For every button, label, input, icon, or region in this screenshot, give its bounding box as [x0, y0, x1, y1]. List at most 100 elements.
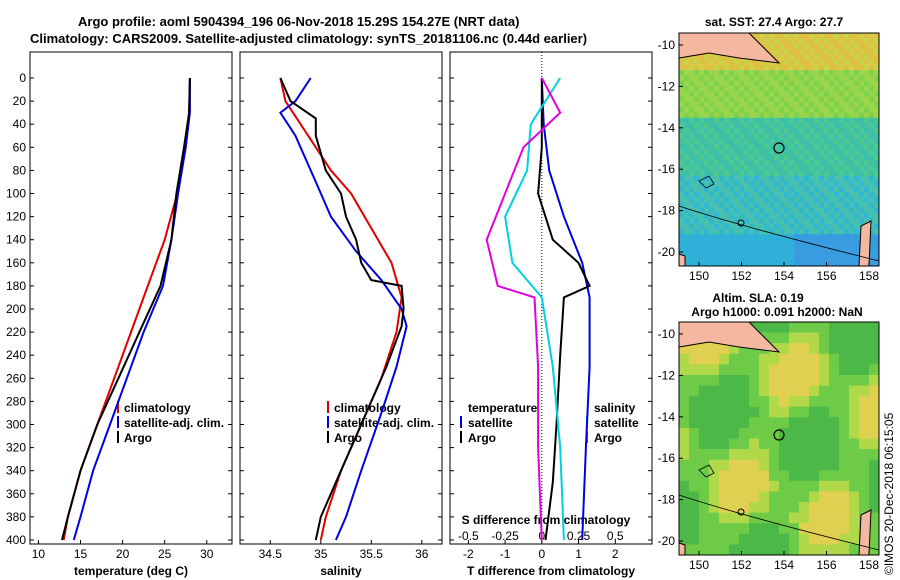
- map-cell: [854, 223, 860, 230]
- map-cell: [839, 64, 845, 71]
- map-cell: [714, 101, 720, 108]
- map-cell: [819, 123, 825, 129]
- map-cell: [799, 255, 805, 262]
- map-cell: [839, 165, 845, 171]
- map-cell: [864, 191, 870, 198]
- map-cell: [769, 80, 775, 87]
- map-cell: [829, 491, 840, 503]
- map-cell: [694, 123, 700, 129]
- map-cell: [839, 144, 845, 150]
- map-cell: [799, 80, 805, 87]
- map-cell: [849, 170, 855, 177]
- map-cell: [734, 149, 740, 156]
- map-cell: [689, 154, 695, 161]
- map-cell: [839, 186, 845, 193]
- map-cell: [809, 191, 815, 198]
- map-cell: [784, 197, 790, 203]
- map-cell: [834, 154, 840, 161]
- map-cell: [699, 85, 705, 92]
- legend-swatch-argo: [117, 431, 119, 443]
- map-cell: [804, 255, 810, 262]
- map-cell: [864, 186, 870, 193]
- map-cell: [859, 175, 865, 182]
- map-ytick-label: -14: [658, 121, 676, 135]
- map-cell: [724, 154, 730, 161]
- map-cell: [844, 48, 850, 55]
- map-cell: [779, 85, 785, 92]
- map-cell: [714, 228, 720, 235]
- map-cell: [709, 170, 715, 177]
- map-cell: [759, 117, 765, 124]
- map-cell: [819, 459, 830, 471]
- map-cell: [854, 234, 860, 240]
- map-cell: [699, 133, 705, 140]
- map-cell: [759, 234, 765, 240]
- map-cell: [809, 260, 815, 267]
- map-cell: [799, 64, 805, 71]
- map-cell: [759, 149, 765, 156]
- map-cell: [704, 54, 710, 60]
- map-cell: [724, 144, 730, 150]
- map-cell: [849, 385, 860, 397]
- map-cell: [769, 353, 780, 365]
- map-cell: [754, 112, 760, 119]
- map-cell: [699, 260, 705, 267]
- map-cell: [829, 38, 835, 44]
- map-cell: [704, 91, 710, 97]
- map-cell: [679, 234, 685, 240]
- map-cell: [749, 374, 760, 386]
- map-cell: [784, 228, 790, 235]
- map-cell: [814, 112, 820, 119]
- map-cell: [699, 544, 710, 556]
- map-cell: [849, 181, 855, 187]
- map-cell: [859, 107, 865, 113]
- map-cell: [749, 91, 755, 97]
- map-cell: [799, 322, 810, 333]
- map-cell: [794, 170, 800, 177]
- map-cell: [829, 75, 835, 81]
- map-cell: [814, 80, 820, 87]
- map-cell: [754, 33, 760, 39]
- map-cell: [834, 175, 840, 182]
- map-cell: [729, 353, 740, 365]
- map-cell: [809, 117, 815, 124]
- map-cell: [709, 353, 720, 365]
- map-cell: [809, 149, 815, 156]
- map-cell: [789, 234, 795, 240]
- map-cell: [829, 523, 840, 535]
- map-cell: [824, 59, 830, 66]
- map-cell: [789, 427, 800, 439]
- map-cell: [709, 123, 715, 129]
- map-cell: [834, 250, 840, 256]
- map-cell: [829, 218, 835, 224]
- legend-satellite-adj: satellite-adj. clim.: [124, 416, 224, 430]
- map-cell: [704, 85, 710, 92]
- map-cell: [799, 260, 805, 267]
- map-cell: [829, 353, 840, 365]
- x-tick-label: 34.5: [259, 547, 283, 561]
- map-cell: [754, 154, 760, 161]
- map-cell: [834, 181, 840, 187]
- map-cell: [689, 255, 695, 262]
- map-cell: [769, 186, 775, 193]
- map-cell: [859, 181, 865, 187]
- map-cell: [799, 218, 805, 224]
- map-cell: [734, 75, 740, 81]
- map-cell: [799, 438, 810, 450]
- map-cell: [804, 191, 810, 198]
- map-cell: [699, 374, 710, 386]
- map-cell: [839, 385, 850, 397]
- map-cell: [729, 239, 735, 246]
- map-cell: [744, 149, 750, 156]
- map-cell: [844, 96, 850, 103]
- map-cell: [719, 218, 725, 224]
- map-cell: [869, 470, 880, 482]
- map-cell: [734, 80, 740, 87]
- map-cell: [744, 112, 750, 119]
- map-cell: [824, 80, 830, 87]
- map-cell: [769, 332, 780, 344]
- map-cell: [709, 427, 720, 439]
- map-cell: [784, 144, 790, 150]
- map-cell: [804, 43, 810, 50]
- x-tick-label: 35.5: [360, 547, 384, 561]
